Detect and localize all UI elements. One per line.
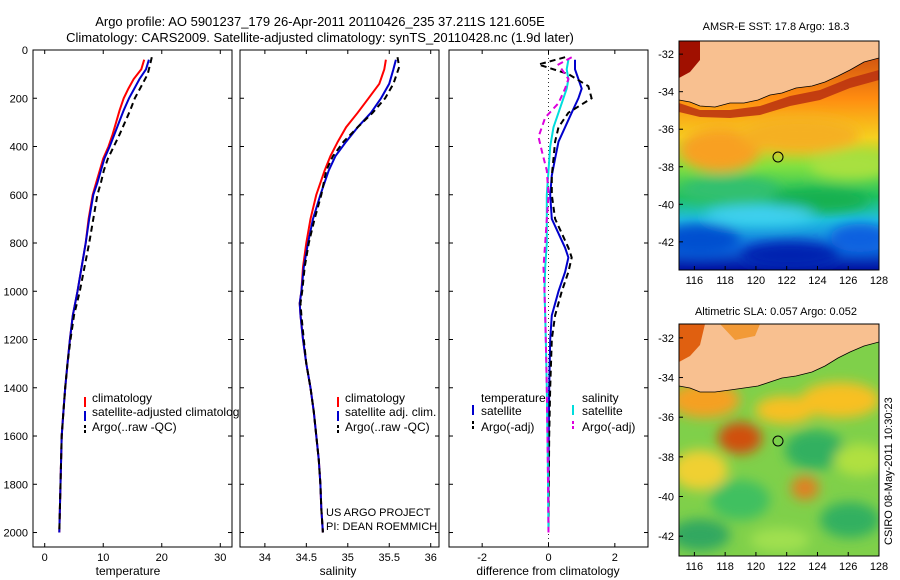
map-x-tick-label: 126 — [839, 275, 857, 287]
map-y-tick-label: -34 — [658, 87, 674, 99]
map-y-tick-label: -40 — [658, 199, 674, 211]
x-tick-label: 34 — [259, 552, 271, 564]
temperature-legend-item: Argo(..raw -QC) — [92, 420, 177, 434]
x-tick-label: 0 — [42, 552, 48, 564]
temperature-legend-item: climatology — [92, 391, 152, 405]
chart-title-line2: Climatology: CARS2009. Satellite-adjuste… — [66, 30, 574, 45]
credit-line: US ARGO PROJECT — [326, 507, 431, 519]
series-line — [298, 59, 397, 533]
salinity-legend-item: Argo(..raw -QC) — [345, 420, 430, 434]
x-tick-label: 35 — [342, 552, 354, 564]
map-y-tick-label: -36 — [658, 412, 674, 424]
y-tick-label: 400 — [10, 142, 28, 154]
temperature-xlabel: temperature — [96, 564, 161, 578]
temperature-panel: 0 10 20 30 0 200 400 600 800 1000 1200 1400 1600 1800… — [4, 45, 246, 578]
sla-map-title: Altimetric SLA: 0.057 Argo: 0.052 — [695, 306, 857, 318]
salinity-legend-item: satellite adj. clim. — [345, 405, 436, 419]
y-tick-label: 800 — [10, 238, 28, 250]
x-tick-label: 10 — [97, 552, 109, 564]
series-line — [534, 56, 593, 533]
difference-legend-item: satellite — [582, 404, 623, 418]
profile-location-marker — [772, 435, 784, 447]
salinity-xlabel: salinity — [320, 564, 357, 578]
map-x-tick-label: 122 — [778, 275, 796, 287]
map-x-tick-label: 126 — [839, 561, 857, 573]
salinity-legend: climatology satellite adj. clim. Argo(..… — [337, 391, 436, 435]
difference-panel: -2 0 2 difference from climatology tempera… — [448, 49, 649, 578]
profile-location-marker — [772, 151, 784, 163]
sla-map: Altimetric SLA: 0.057 Argo: 0.052 — [658, 306, 888, 573]
y-tick-label: 1400 — [4, 383, 28, 395]
sst-map-title: AMSR-E SST: 17.8 Argo: 18.3 — [703, 21, 850, 33]
legend-header-temperature: temperature — [481, 391, 546, 405]
map-x-tick-label: 118 — [716, 275, 734, 287]
legend-header-salinity: salinity — [582, 391, 619, 405]
map-y-tick-label: -42 — [658, 531, 674, 543]
map-y-tick-label: -38 — [658, 162, 674, 174]
x-tick-label: 0 — [545, 552, 551, 564]
chart-title-line1: Argo profile: AO 5901237_179 26-Apr-2011… — [95, 14, 545, 29]
difference-legend-item: Argo(-adj) — [481, 420, 534, 434]
y-tick-label: 2000 — [4, 528, 28, 540]
map-x-tick-label: 116 — [686, 561, 704, 573]
y-tick-label: 0 — [22, 45, 28, 57]
map-x-tick-label: 116 — [686, 275, 704, 287]
x-tick-label: 2 — [612, 552, 618, 564]
map-y-tick-label: -42 — [658, 237, 674, 249]
x-tick-label: 35.5 — [379, 552, 400, 564]
series-line — [537, 56, 573, 533]
y-tick-label: 1200 — [4, 335, 28, 347]
difference-legend-item: satellite — [481, 404, 522, 418]
map-x-tick-label: 128 — [870, 275, 888, 287]
map-y-tick-label: -34 — [658, 373, 674, 385]
salinity-legend-item: climatology — [345, 391, 405, 405]
footer-timestamp: CSIRO 08-May-2011 10:30:23 — [883, 397, 895, 545]
map-y-tick-label: -38 — [658, 452, 674, 464]
map-y-tick-label: -32 — [658, 333, 674, 345]
salinity-panel: 34 34.5 35 35.5 36 salinity climatology sate… — [239, 49, 440, 578]
map-y-tick-label: -40 — [658, 492, 674, 504]
y-tick-label: 1800 — [4, 479, 28, 491]
map-x-tick-label: 122 — [778, 561, 796, 573]
map-y-tick-label: -36 — [658, 124, 674, 136]
x-tick-label: 36 — [425, 552, 437, 564]
sst-map: AMSR-E SST: 17.8 Argo: 18.3 116 118 120 122… — [658, 21, 888, 287]
temperature-legend-item: satellite-adjusted climatology — [92, 405, 245, 419]
y-tick-label: 200 — [10, 93, 28, 105]
difference-xlabel: difference from climatology — [476, 564, 619, 578]
map-x-tick-label: 128 — [870, 561, 888, 573]
y-tick-label: 1600 — [4, 431, 28, 443]
difference-legend-item: Argo(-adj) — [582, 420, 635, 434]
x-tick-label: -2 — [477, 552, 487, 564]
map-x-tick-label: 120 — [747, 561, 765, 573]
y-tick-label: 1000 — [4, 286, 28, 298]
temperature-legend: climatology satellite-adjusted climatolo… — [84, 391, 245, 435]
x-tick-label: 20 — [156, 552, 168, 564]
credit-line: PI: DEAN ROEMMICH — [326, 521, 437, 533]
map-x-tick-label: 118 — [716, 561, 734, 573]
x-tick-label: 34.5 — [296, 552, 317, 564]
map-y-tick-label: -32 — [658, 49, 674, 61]
map-x-tick-label: 124 — [808, 275, 826, 287]
map-x-tick-label: 124 — [808, 561, 826, 573]
series-line — [547, 59, 583, 533]
y-tick-label: 600 — [10, 190, 28, 202]
difference-legend: temperature salinity satellite satellite… — [472, 391, 635, 434]
map-x-tick-label: 120 — [747, 275, 765, 287]
series-line — [58, 56, 153, 533]
x-tick-label: 30 — [214, 552, 226, 564]
